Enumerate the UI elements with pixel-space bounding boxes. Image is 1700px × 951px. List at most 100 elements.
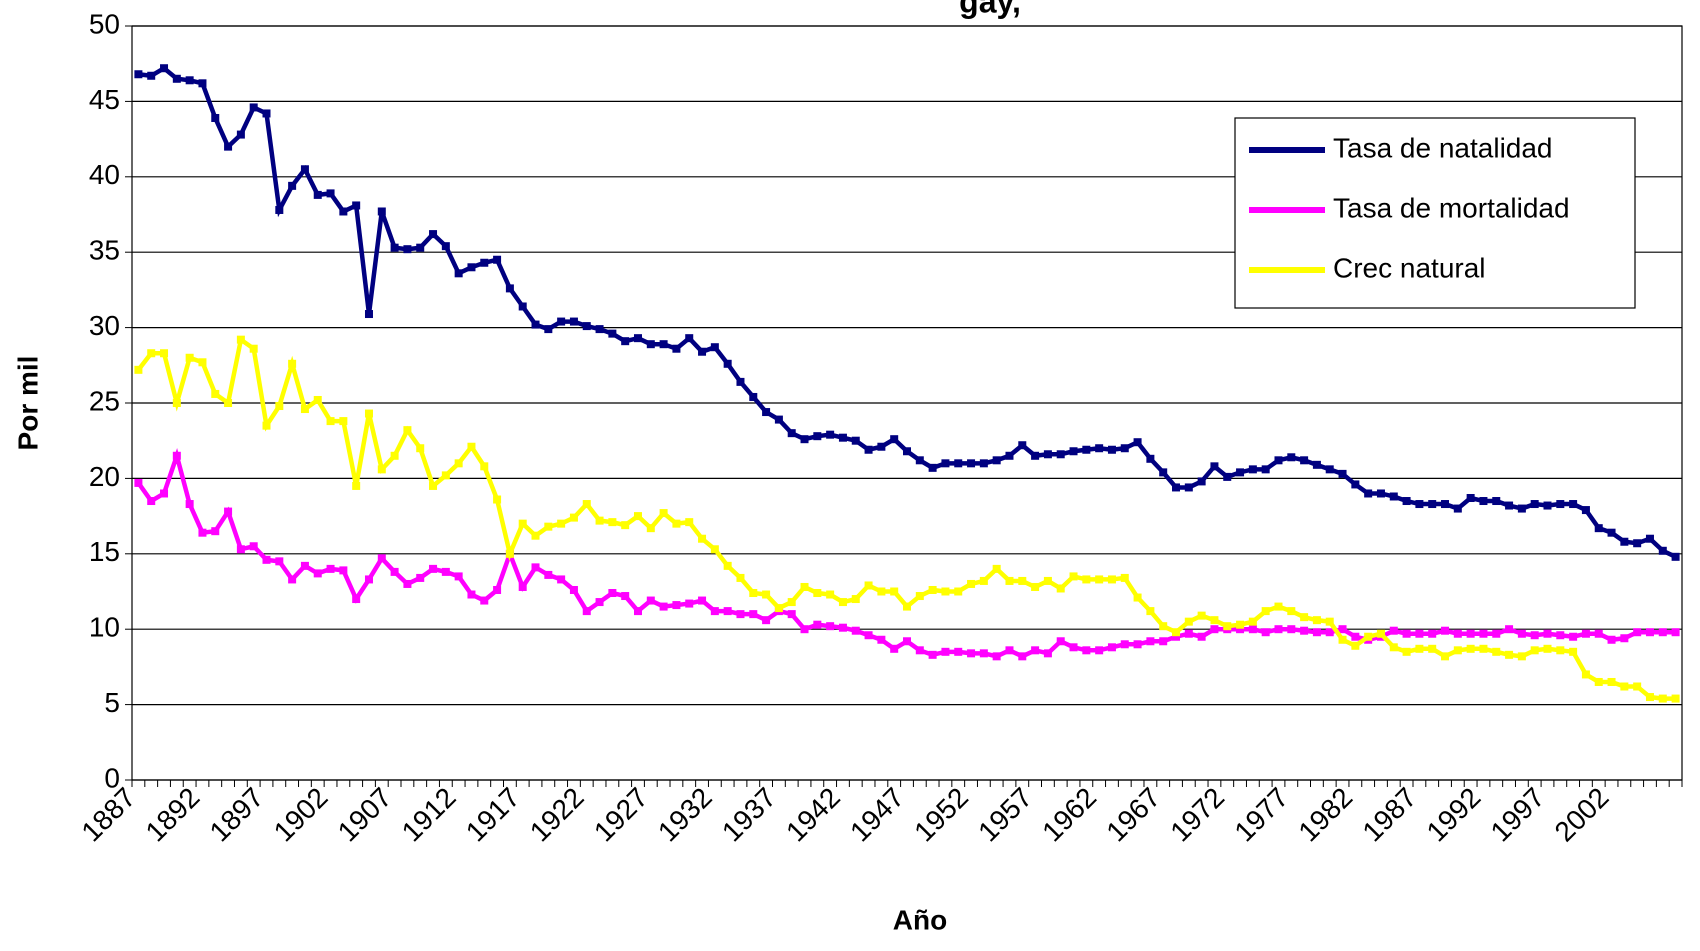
point-marker xyxy=(1415,629,1424,638)
point-marker xyxy=(262,421,271,430)
point-marker xyxy=(211,527,220,536)
point-marker xyxy=(185,76,194,85)
point-marker xyxy=(800,582,809,591)
point-marker xyxy=(659,602,668,611)
point-marker xyxy=(339,417,348,426)
point-marker xyxy=(1428,629,1437,638)
x-tick-label: 1917 xyxy=(460,782,526,848)
point-marker xyxy=(1069,447,1078,456)
point-marker xyxy=(1658,694,1667,703)
point-marker xyxy=(723,607,732,616)
x-tick-label: 1957 xyxy=(972,782,1038,848)
point-marker xyxy=(595,516,604,525)
point-marker xyxy=(621,521,630,530)
point-marker xyxy=(1633,628,1642,637)
point-marker xyxy=(390,451,399,460)
y-tick-label: 10 xyxy=(89,612,120,643)
point-marker xyxy=(838,623,847,632)
point-marker xyxy=(1402,647,1411,656)
point-marker xyxy=(1389,626,1398,635)
point-marker xyxy=(813,620,822,629)
point-marker xyxy=(352,481,361,490)
point-marker xyxy=(275,402,284,411)
point-marker xyxy=(941,459,950,468)
x-tick-label: 1992 xyxy=(1421,782,1487,848)
point-marker xyxy=(441,567,450,576)
point-marker xyxy=(134,478,143,487)
point-marker xyxy=(710,343,719,352)
point-marker xyxy=(826,622,835,631)
point-marker xyxy=(800,435,809,444)
point-marker xyxy=(826,590,835,599)
point-marker xyxy=(1287,607,1296,616)
point-marker xyxy=(1505,650,1514,659)
point-marker xyxy=(1248,625,1257,634)
point-marker xyxy=(1389,492,1398,501)
point-marker xyxy=(198,528,207,537)
point-marker xyxy=(1069,572,1078,581)
point-marker xyxy=(1095,444,1104,453)
point-marker xyxy=(1543,644,1552,653)
point-marker xyxy=(838,598,847,607)
point-marker xyxy=(1569,647,1578,656)
point-marker xyxy=(1223,622,1232,631)
point-marker xyxy=(954,647,963,656)
point-marker xyxy=(429,230,438,239)
point-marker xyxy=(480,596,489,605)
point-marker xyxy=(672,344,681,353)
point-marker xyxy=(1505,501,1514,510)
point-marker xyxy=(1031,582,1040,591)
point-marker xyxy=(1248,465,1257,474)
point-marker xyxy=(1197,611,1206,620)
point-marker xyxy=(454,269,463,278)
point-marker xyxy=(236,335,245,344)
point-marker xyxy=(633,334,642,343)
point-marker xyxy=(1517,504,1526,513)
point-marker xyxy=(544,570,553,579)
point-marker xyxy=(928,463,937,472)
point-marker xyxy=(1172,483,1181,492)
point-marker xyxy=(659,340,668,349)
point-marker xyxy=(1402,629,1411,638)
point-marker xyxy=(198,79,207,88)
point-marker xyxy=(275,205,284,214)
point-marker xyxy=(1261,607,1270,616)
point-marker xyxy=(1133,593,1142,602)
point-marker xyxy=(480,462,489,471)
y-tick-label: 5 xyxy=(104,687,120,718)
point-marker xyxy=(672,519,681,528)
point-marker xyxy=(1018,652,1027,661)
point-marker xyxy=(1658,546,1667,555)
point-marker xyxy=(646,524,655,533)
point-marker xyxy=(1018,441,1027,450)
point-marker xyxy=(1633,682,1642,691)
point-marker xyxy=(1197,632,1206,641)
point-marker xyxy=(1364,489,1373,498)
y-tick-label: 20 xyxy=(89,461,120,492)
point-marker xyxy=(1261,628,1270,637)
point-marker xyxy=(211,389,220,398)
point-marker xyxy=(1159,468,1168,477)
point-marker xyxy=(544,325,553,334)
point-marker xyxy=(1645,693,1654,702)
point-marker xyxy=(1184,617,1193,626)
point-marker xyxy=(1107,643,1116,652)
x-axis-label: Año xyxy=(893,904,947,935)
point-marker xyxy=(134,365,143,374)
point-marker xyxy=(1402,497,1411,506)
point-marker xyxy=(813,432,822,441)
point-marker xyxy=(313,190,322,199)
point-marker xyxy=(979,459,988,468)
point-marker xyxy=(903,447,911,456)
point-marker xyxy=(1441,500,1450,509)
point-marker xyxy=(890,587,899,596)
point-marker xyxy=(288,181,297,190)
point-marker xyxy=(377,554,386,563)
point-marker xyxy=(493,255,502,264)
point-marker xyxy=(749,610,758,619)
point-marker xyxy=(1312,460,1321,469)
point-marker xyxy=(275,557,284,566)
point-marker xyxy=(1479,629,1488,638)
point-marker xyxy=(787,598,796,607)
legend-label: Tasa de natalidad xyxy=(1333,132,1553,163)
